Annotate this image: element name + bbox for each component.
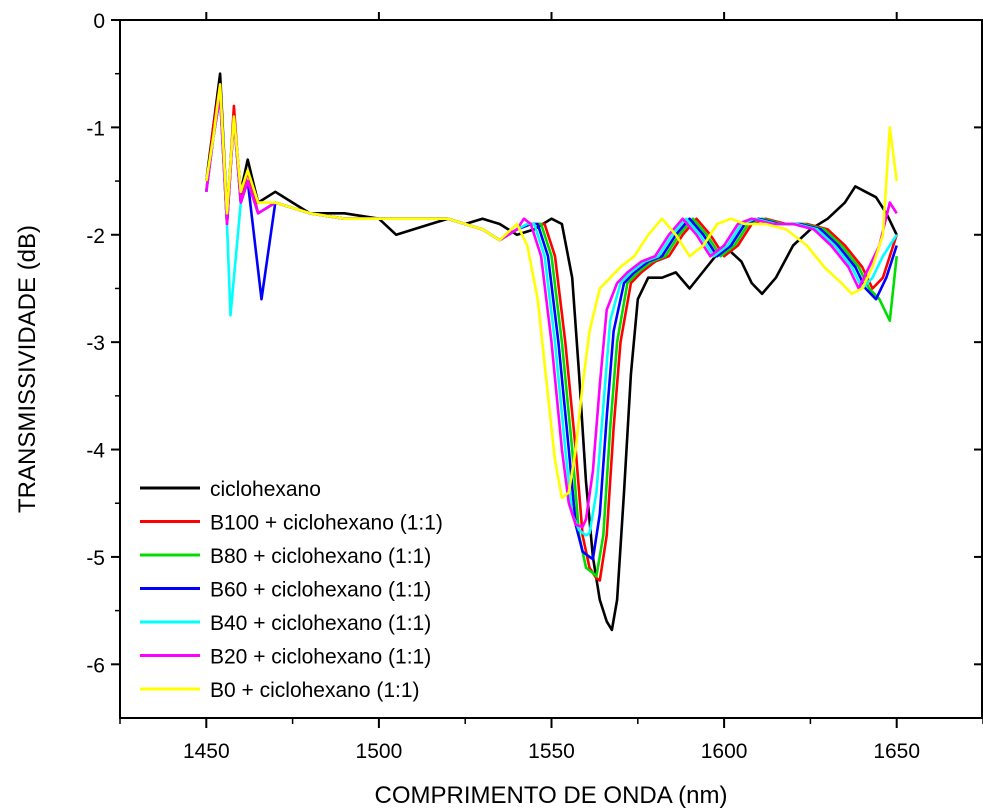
x-tick-label: 1500 [356,740,403,763]
y-axis-title: TRANSMISSIVIDADE (dB) [14,225,41,513]
y-tick-label: -2 [86,225,105,248]
x-tick-label: 1450 [183,740,230,763]
y-tick-label: -3 [86,332,105,355]
legend-label-3: B60 + ciclohexano (1:1) [210,579,431,602]
x-axis-title: COMPRIMENTO DE ONDA (nm) [375,782,728,809]
series-line-0 [205,72,898,632]
x-tick-label: 1600 [701,740,748,763]
y-tick-label: -1 [86,117,105,140]
ticks-layer: 1450 1500 1550 1600 1650 0 -1 -2 -3 -4 -5 -6 [86,10,983,763]
series-layer [205,72,898,632]
legend-label-1: B100 + ciclohexano (1:1) [210,512,443,535]
legend-label-6: B0 + ciclohexano (1:1) [210,679,420,702]
y-tick-label: -5 [86,547,105,570]
legend-label-2: B80 + ciclohexano (1:1) [210,545,431,568]
y-tick-label: 0 [93,10,105,33]
series-line-4 [205,93,898,537]
x-tick-label: 1550 [528,740,575,763]
legend: ciclohexano B100 + ciclohexano (1:1) B80 +… [140,478,443,702]
y-tick-label: -6 [86,654,105,677]
y-tick-label: -4 [86,440,105,463]
x-tick-label: 1650 [873,740,920,763]
legend-label-0: ciclohexano [210,478,321,501]
legend-label-5: B20 + ciclohexano (1:1) [210,646,431,669]
series-line-6 [205,83,898,500]
legend-label-4: B40 + ciclohexano (1:1) [210,612,431,635]
